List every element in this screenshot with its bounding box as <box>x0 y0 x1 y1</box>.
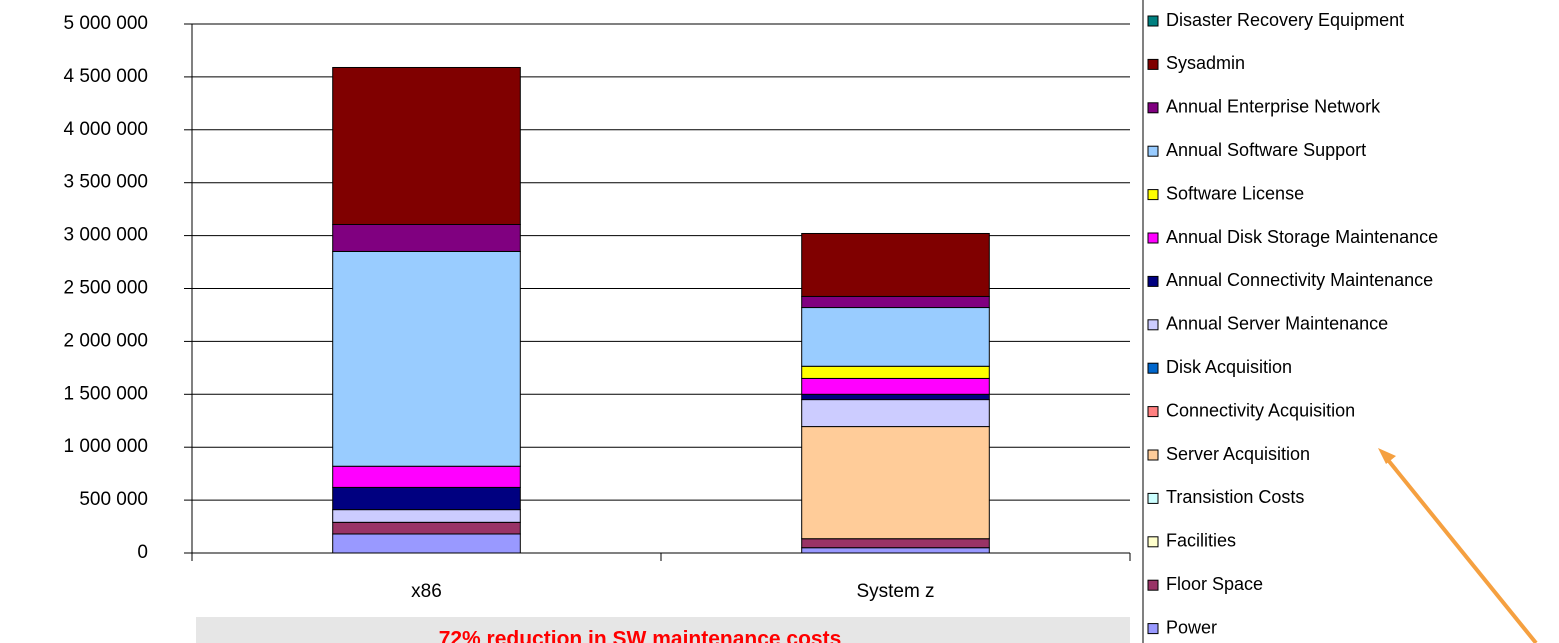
legend-label: Annual Connectivity Maintenance <box>1166 270 1433 290</box>
legend-swatch <box>1147 492 1159 504</box>
legend-label: Sysadmin <box>1166 53 1245 73</box>
legend-swatch <box>1147 362 1159 374</box>
bar-segment <box>332 465 521 488</box>
legend-swatch <box>1147 15 1159 27</box>
bar-segment <box>332 521 521 535</box>
y-tick-label: 500 000 <box>79 489 148 510</box>
y-tick-label: 0 <box>137 542 148 563</box>
bar-segment <box>332 533 521 554</box>
legend-label: Floor Space <box>1166 574 1263 594</box>
y-tick-label: 3 000 000 <box>63 225 148 246</box>
bar-segment <box>801 538 990 549</box>
bar-segment <box>332 66 521 225</box>
legend-label: Annual Server Maintenance <box>1166 314 1388 334</box>
y-tick-label: 1 500 000 <box>63 383 148 404</box>
bar-segment <box>332 486 521 511</box>
bar-segment <box>332 509 521 523</box>
arrow-shaft <box>1386 458 1538 643</box>
bar-segment <box>801 399 990 428</box>
legend-label: Connectivity Acquisition <box>1166 400 1355 420</box>
legend-swatch <box>1147 275 1159 287</box>
legend-swatch <box>1147 145 1159 157</box>
y-tick-label: 4 000 000 <box>63 119 148 140</box>
legend-swatch <box>1147 449 1159 461</box>
y-tick-label: 4 500 000 <box>63 66 148 87</box>
bar-segment <box>801 232 990 297</box>
annotation: 72% reduction in SW maintenance costs <box>439 628 842 643</box>
legend-swatch <box>1147 232 1159 244</box>
legend-swatch <box>1147 319 1159 331</box>
arrow-head <box>1378 448 1396 464</box>
legend-label: Annual Software Support <box>1166 140 1366 160</box>
x-tick-label: System z <box>856 581 934 602</box>
y-tick-label: 3 500 000 <box>63 172 148 193</box>
legend-label: Software License <box>1166 183 1304 203</box>
legend-swatch <box>1147 102 1159 114</box>
legend-label: Disk Acquisition <box>1166 357 1292 377</box>
legend-label: Server Acquisition <box>1166 444 1310 464</box>
legend-swatch <box>1147 579 1159 591</box>
legend-swatch <box>1147 189 1159 201</box>
annotation-box <box>196 617 1130 643</box>
legend-label: Annual Enterprise Network <box>1166 97 1381 117</box>
legend-label: Power <box>1166 617 1217 637</box>
bar-segment <box>332 223 521 252</box>
bar-segment <box>801 426 990 540</box>
bar-segment <box>801 307 990 367</box>
y-tick-label: 1 000 000 <box>63 436 148 457</box>
x-tick-label: x86 <box>411 581 442 602</box>
y-tick-label: 2 000 000 <box>63 330 148 351</box>
legend-swatch <box>1147 58 1159 70</box>
legend-swatch <box>1147 406 1159 418</box>
bar-segment <box>801 377 990 395</box>
bar-segment <box>801 393 990 401</box>
y-tick-label: 5 000 000 <box>63 13 148 34</box>
bar-segment <box>801 547 990 554</box>
legend-label: Transistion Costs <box>1166 487 1304 507</box>
legend-label: Disaster Recovery Equipment <box>1166 10 1404 30</box>
bar-segment <box>332 250 521 467</box>
bar-segment <box>801 295 990 309</box>
legend-label: Facilities <box>1166 531 1236 551</box>
bar-segment <box>801 365 990 379</box>
legend-label: Annual Disk Storage Maintenance <box>1166 227 1438 247</box>
legend-swatch <box>1147 536 1159 548</box>
y-tick-label: 2 500 000 <box>63 278 148 299</box>
arrow <box>1378 448 1538 643</box>
legend-swatch <box>1147 623 1159 635</box>
